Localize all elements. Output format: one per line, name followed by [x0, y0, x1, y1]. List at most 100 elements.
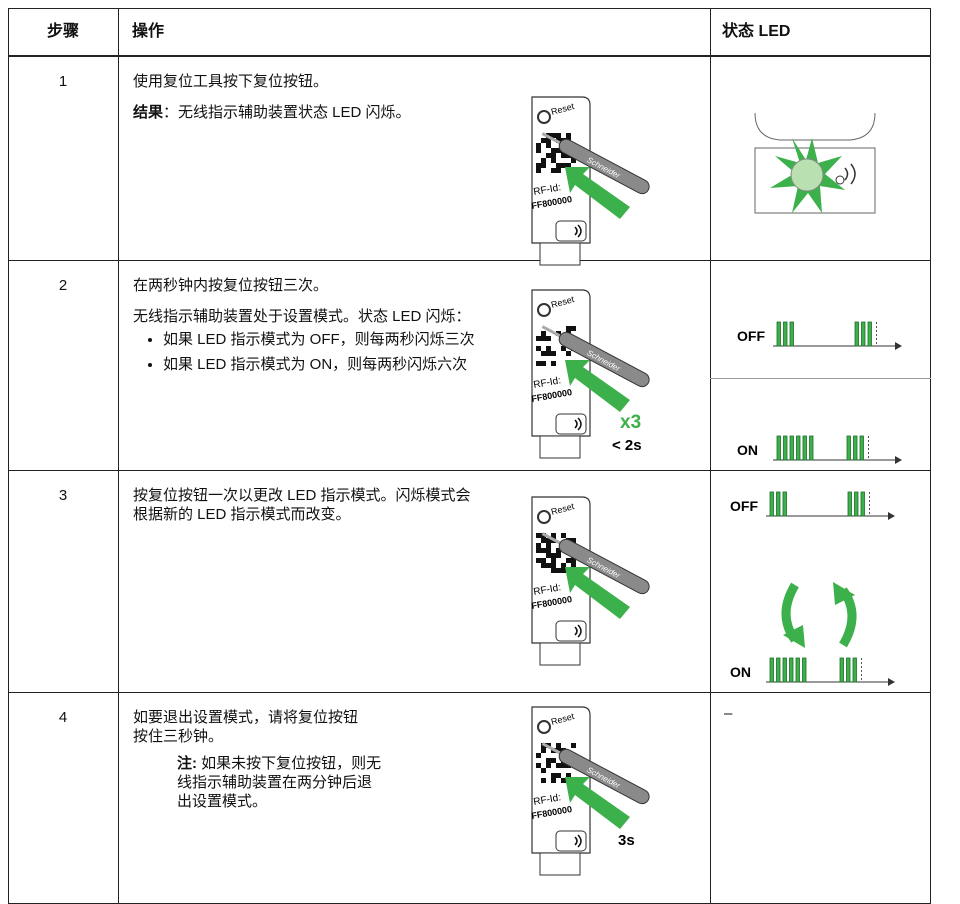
border [118, 8, 119, 904]
press-arrow [565, 567, 630, 619]
qr-cell [551, 351, 556, 356]
pulse [859, 435, 864, 461]
text: 结果：无线指示辅助装置状态 LED 闪烁。 [133, 103, 483, 122]
qr-cell [566, 163, 571, 168]
qr-cell [551, 148, 556, 153]
led-illustration [754, 112, 876, 214]
qr-cell [546, 758, 551, 763]
pulse [789, 435, 794, 461]
qr-cell [536, 543, 541, 548]
qr-cell [546, 138, 551, 143]
qr-cell [536, 163, 541, 168]
qr-cell [541, 538, 546, 543]
qr-cell [561, 563, 566, 568]
qr-cell [551, 558, 556, 563]
qr-cell [561, 778, 566, 783]
qr-cell [571, 743, 576, 748]
qr-cell [551, 563, 556, 568]
led-text: – [724, 705, 733, 722]
qr-cell [561, 346, 566, 351]
text: 在两秒钟内按复位按钮三次。 [133, 277, 329, 294]
qr-cell [566, 351, 571, 356]
border [8, 470, 931, 471]
led-waveform: OFF [730, 491, 895, 520]
qr-cell [556, 331, 561, 336]
qr-cell [556, 548, 561, 553]
tool-body [558, 748, 650, 805]
qr-cell [551, 361, 556, 366]
qr-cell [551, 158, 556, 163]
qr-cell [571, 326, 576, 331]
qr-cell [571, 558, 576, 563]
action: 使用复位工具按下复位按钮。 结果：无线指示辅助装置状态 LED 闪烁。 [133, 72, 483, 134]
press-arrow [565, 360, 630, 412]
qr-cell [556, 148, 561, 153]
border [8, 692, 931, 693]
qr-cell [541, 331, 546, 336]
wave-arrow [895, 342, 902, 350]
qr-cell [546, 563, 551, 568]
mode-label: OFF [737, 328, 765, 344]
pulse [769, 491, 774, 517]
qr-cell [551, 568, 556, 573]
pulse [802, 657, 807, 683]
pulse [867, 321, 872, 347]
qr-cell [546, 543, 551, 548]
qr-cell [556, 133, 561, 138]
press-arrow [565, 167, 630, 219]
qr-cell [546, 538, 551, 543]
action: 如要退出设置模式，请将复位按钮按住三秒钟。 注: 如果未按下复位按钮，则无线指示… [133, 708, 478, 823]
qr-cell [566, 773, 571, 778]
list: 如果 LED 指示模式为 OFF，则每两秒闪烁三次 如果 LED 指示模式为 O… [133, 330, 488, 374]
step: 3 [58, 487, 68, 504]
qr-cell [551, 758, 556, 763]
qr-cell [541, 748, 546, 753]
border [710, 8, 711, 904]
led-waveform: OFF [737, 321, 902, 350]
press-time: < 2s [612, 437, 642, 454]
qr-cell [556, 163, 561, 168]
qr-cell [556, 553, 561, 558]
press-arrow [565, 777, 630, 829]
press-time: 3s [618, 832, 635, 849]
label: 结果 [133, 104, 164, 121]
bullet: 如果 LED 指示模式为 OFF，则每两秒闪烁三次 [163, 330, 488, 349]
pulse [854, 491, 859, 517]
led-waveform: ON [737, 435, 902, 464]
tool-pin [541, 742, 561, 755]
qr-cell [541, 558, 546, 563]
qr-cell [566, 326, 571, 331]
text: 按复位按钮一次以更改 LED 指示模式。闪烁模式会根据新的 LED 指示模式而改… [133, 487, 471, 523]
qr-cell [541, 548, 546, 553]
pulse [776, 321, 781, 347]
pulse [782, 657, 787, 683]
pulse [783, 435, 788, 461]
qr-cell [546, 346, 551, 351]
header: 状态 LED [722, 23, 791, 40]
text: 无线指示辅助装置处于设置模式。状态 LED 闪烁： [133, 308, 471, 325]
border [8, 8, 9, 904]
qr-cell [536, 143, 541, 148]
tool-body [558, 538, 650, 595]
pulse [846, 657, 851, 683]
wave-arrow [888, 678, 895, 686]
device-foot [539, 435, 581, 459]
qr-cell [541, 163, 546, 168]
action: 在两秒钟内按复位按钮三次。 无线指示辅助装置处于设置模式。状态 LED 闪烁： … [133, 276, 493, 380]
qr-cell [551, 133, 556, 138]
reset-button [537, 720, 551, 734]
step: 2 [58, 277, 68, 294]
qr-cell [536, 346, 541, 351]
pulse [852, 657, 857, 683]
qr-cell [556, 168, 561, 173]
reset-button [537, 303, 551, 317]
action: 按复位按钮一次以更改 LED 指示模式。闪烁模式会根据新的 LED 指示模式而改… [133, 486, 478, 536]
qr-cell [571, 563, 576, 568]
device-foot [539, 242, 581, 266]
nfc-icon [574, 834, 582, 848]
device-label: RF-Id: [533, 582, 562, 598]
pulse [776, 657, 781, 683]
qr-cell [551, 773, 556, 778]
qr-cell [546, 763, 551, 768]
